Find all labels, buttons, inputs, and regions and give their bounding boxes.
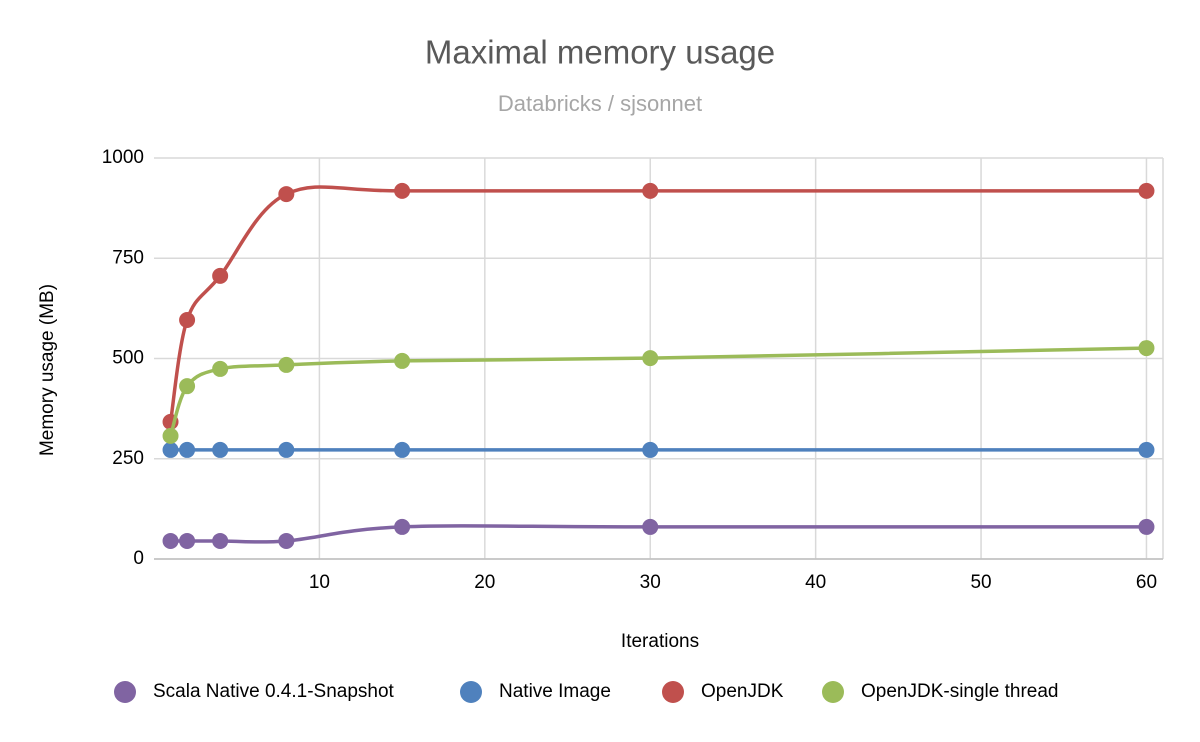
legend-label: OpenJDK-single thread	[861, 681, 1059, 702]
x-tick-label: 50	[970, 572, 991, 593]
data-point	[278, 532, 295, 549]
data-point	[394, 441, 411, 458]
data-point	[212, 267, 229, 284]
data-point	[1138, 182, 1155, 199]
data-point	[179, 441, 196, 458]
data-point	[212, 360, 229, 377]
legend-label: OpenJDK	[701, 681, 784, 702]
legend-marker	[822, 681, 844, 703]
data-point	[1138, 518, 1155, 535]
series-line	[168, 185, 1147, 423]
data-point	[179, 312, 196, 329]
data-point	[1138, 441, 1155, 458]
data-point	[394, 352, 411, 369]
y-tick-label: 500	[112, 348, 144, 369]
legend-marker	[460, 681, 482, 703]
data-point	[179, 378, 196, 395]
y-tick-label: 0	[133, 548, 144, 569]
series-line	[170, 524, 1147, 544]
x-tick-label: 20	[474, 572, 495, 593]
x-tick-label: 40	[805, 572, 826, 593]
data-point	[642, 182, 659, 199]
data-point	[642, 518, 659, 535]
legend-marker	[662, 681, 684, 703]
series-line	[168, 346, 1147, 437]
y-tick-label: 250	[112, 448, 144, 469]
y-tick-label: 750	[112, 247, 144, 268]
chart-subtitle: Databricks / sjsonnet	[498, 91, 702, 116]
data-point	[162, 532, 179, 549]
x-tick-label: 10	[309, 572, 330, 593]
data-point	[1138, 340, 1155, 357]
data-point	[278, 356, 295, 373]
data-point	[642, 350, 659, 367]
legend-label: Native Image	[499, 681, 611, 702]
x-tick-label: 30	[640, 572, 661, 593]
chart-title: Maximal memory usage	[425, 34, 775, 71]
data-point	[278, 441, 295, 458]
y-axis-label: Memory usage (MB)	[37, 284, 58, 456]
x-tick-label: 60	[1136, 572, 1157, 593]
legend-marker	[114, 681, 136, 703]
legend-label: Scala Native 0.4.1-Snapshot	[153, 681, 395, 702]
data-point	[212, 441, 229, 458]
y-tick-label: 1000	[102, 147, 144, 168]
data-point	[162, 427, 179, 444]
data-point	[212, 532, 229, 549]
data-point	[394, 518, 411, 535]
x-axis-label: Iterations	[621, 631, 699, 652]
data-point	[394, 182, 411, 199]
data-point	[162, 441, 179, 458]
data-point	[179, 532, 196, 549]
data-point	[278, 186, 295, 203]
data-point	[642, 441, 659, 458]
